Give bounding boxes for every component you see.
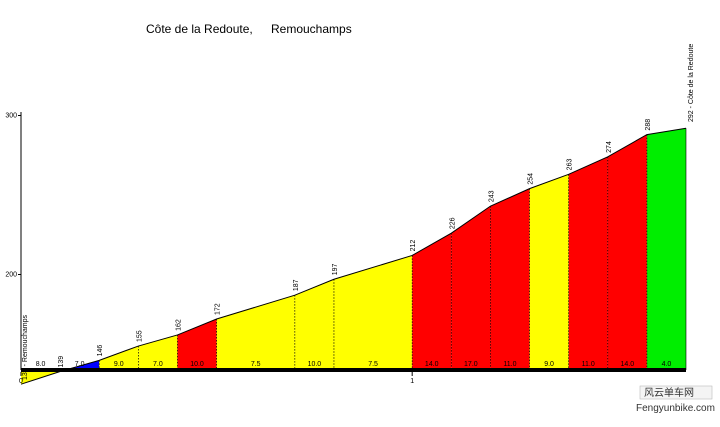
segment-fill-13 — [568, 156, 608, 370]
segment-fill-9 — [412, 233, 452, 370]
gradient-label-5: 10.0 — [190, 361, 204, 368]
segment-fill-3 — [99, 346, 139, 370]
segment-fill-5 — [177, 319, 217, 370]
elevation-label-7: 197 — [332, 263, 339, 275]
segment-fill-10 — [451, 206, 491, 370]
gradient-label-1: 8.0 — [36, 361, 46, 368]
elevation-labels: 139 146 155 162 172 187 197 212 226 243 254 263 274 2… — [58, 119, 652, 368]
gradient-label-14: 14.0 — [621, 361, 635, 368]
gradient-label-11: 11.0 — [503, 361, 516, 368]
segment-fill-8 — [333, 255, 413, 370]
gradient-label-8: 7.5 — [368, 361, 378, 368]
x-axis-bar — [21, 368, 686, 372]
elevation-label-12: 263 — [567, 159, 574, 171]
gradient-label-7: 10.0 — [308, 361, 322, 368]
gradient-label-4: 7.0 — [153, 361, 163, 368]
elevation-label-1: 139 — [58, 356, 65, 368]
elevation-label-2: 146 — [97, 345, 104, 357]
y-tick-label-200: 200 — [5, 272, 17, 279]
segment-fill-6 — [216, 295, 295, 370]
x-tick-label-1: 1 — [410, 378, 414, 385]
gradient-label-13: 11.0 — [582, 361, 595, 368]
gradient-label-2: 7.0 — [75, 361, 85, 368]
segment-fill-14 — [607, 134, 647, 370]
gradient-label-10: 17.0 — [464, 361, 478, 368]
elevation-label-13: 274 — [606, 141, 613, 153]
segment-dividers — [59, 134, 648, 372]
watermark-bottom: Fengyunbike.com — [636, 403, 715, 414]
watermark-top: 风云单车网 — [644, 386, 694, 399]
watermark: 风云单车网 Fengyunbike.com — [636, 385, 715, 414]
segment-fill-12 — [529, 174, 569, 370]
watermark-box — [639, 385, 713, 400]
gradient-label-6: 7.5 — [251, 361, 261, 368]
elevation-label-6: 187 — [293, 279, 300, 291]
end-place-label: 292 - Côte de la Redoute — [688, 44, 695, 122]
elevation-label-10: 243 — [488, 190, 495, 202]
segment-fill-7 — [294, 279, 334, 370]
axes: 200 300 0 1 — [5, 112, 686, 385]
elevation-label-9: 226 — [449, 217, 456, 229]
elevation-label-4: 162 — [175, 319, 182, 331]
profile-outline — [20, 127, 687, 385]
x-tick-label-0: 0 — [19, 378, 23, 385]
profile-line — [20, 127, 687, 385]
segment-fill-15 — [646, 128, 686, 370]
gradient-label-9: 14.0 — [425, 361, 439, 368]
elevation-label-3: 155 — [136, 330, 143, 342]
elevation-label-14: 288 — [645, 119, 652, 131]
chart-title-place: Remouchamps — [271, 22, 352, 36]
start-place-label: 131 - Remouchamps — [22, 315, 29, 380]
segment-fills — [21, 128, 686, 385]
gradient-label-12: 9.0 — [544, 361, 554, 368]
gradient-label-3: 9.0 — [114, 361, 124, 368]
y-tick-label-300: 300 — [5, 113, 17, 120]
gradient-labels: 8.0 7.0 9.0 7.0 10.0 7.5 10.0 7.5 14.0 17.0 11.0 9.… — [36, 361, 672, 368]
elevation-label-11: 254 — [528, 173, 535, 185]
segment-fill-11 — [490, 188, 530, 370]
chart-title: Côte de la Redoute, — [146, 22, 253, 36]
elevation-label-8: 212 — [410, 240, 417, 252]
elevation-label-5: 172 — [215, 303, 222, 315]
gradient-label-15: 4.0 — [662, 361, 672, 368]
